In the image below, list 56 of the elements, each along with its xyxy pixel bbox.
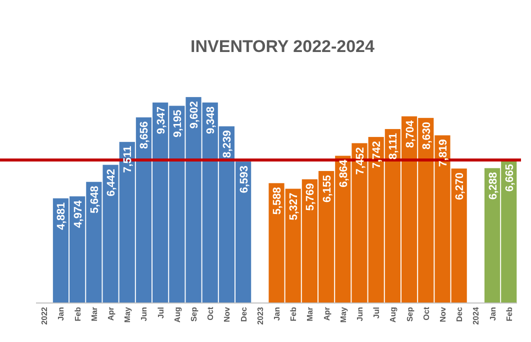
chart-title: INVENTORY 2022-2024 xyxy=(190,37,376,56)
data-label: 8,630 xyxy=(420,122,433,150)
x-tick-label: Jan xyxy=(272,306,282,321)
x-tick-label: May xyxy=(123,306,132,323)
x-tick-label: 2023 xyxy=(256,306,265,325)
data-label: 5,327 xyxy=(288,192,300,220)
data-label: 9,602 xyxy=(188,101,201,129)
x-tick-label: Nov xyxy=(222,306,232,322)
x-tick-label: Feb xyxy=(289,306,298,322)
x-tick-label: Jan xyxy=(488,306,498,321)
data-label: 6,665 xyxy=(504,164,516,192)
data-label: 6,270 xyxy=(454,172,466,200)
x-tick-label: Mar xyxy=(90,307,99,322)
data-label: 5,588 xyxy=(272,187,284,215)
data-label: 6,288 xyxy=(487,172,500,200)
data-label: 9,348 xyxy=(205,106,218,134)
x-tick-label: Jan xyxy=(56,306,66,321)
data-label: 5,648 xyxy=(88,186,101,214)
x-tick-label: Oct xyxy=(422,306,431,320)
data-label: 8,239 xyxy=(222,130,234,158)
data-label: 5,769 xyxy=(304,183,317,211)
data-label: 8,704 xyxy=(404,119,416,148)
x-tick-label: Feb xyxy=(73,306,82,322)
data-label: 4,974 xyxy=(72,199,84,228)
x-tick-label: Sep xyxy=(190,306,199,322)
x-tick-label: 2024 xyxy=(472,306,481,325)
data-label: 4,881 xyxy=(56,202,68,230)
data-label: 6,593 xyxy=(238,166,250,194)
x-tick-label: Apr xyxy=(322,307,332,321)
data-label: 9,195 xyxy=(172,110,184,138)
x-tick-label: Nov xyxy=(438,306,448,322)
x-tick-label: Feb xyxy=(504,306,514,322)
x-tick-label: Dec xyxy=(455,306,464,322)
data-label: 7,819 xyxy=(437,139,450,167)
x-tick-label: May xyxy=(338,306,348,323)
x-tick-label: Jun xyxy=(355,306,364,322)
x-tick-label: Jun xyxy=(140,306,149,322)
data-label: 7,742 xyxy=(371,140,384,168)
x-tick-label: Sep xyxy=(405,306,414,322)
data-label: 9,347 xyxy=(155,106,168,134)
data-label: 6,864 xyxy=(338,158,350,188)
x-tick-label: 2022 xyxy=(40,306,50,325)
x-tick-label: Dec xyxy=(239,306,248,322)
x-tick-label: Aug xyxy=(388,306,398,323)
x-tick-label: Mar xyxy=(306,307,315,322)
x-tick-label: Jul xyxy=(372,307,382,319)
data-label: 7,511 xyxy=(122,146,134,173)
x-tick-label: Oct xyxy=(206,306,216,320)
x-tick-label: Apr xyxy=(106,307,116,321)
data-label: 8,111 xyxy=(388,133,400,160)
data-label: 6,442 xyxy=(106,168,118,196)
data-label: 6,155 xyxy=(321,174,334,203)
x-tick-label: Aug xyxy=(172,306,182,323)
x-tick-label: Jul xyxy=(156,307,166,319)
data-label: 8,656 xyxy=(138,121,151,149)
data-label: 7,452 xyxy=(354,147,366,175)
